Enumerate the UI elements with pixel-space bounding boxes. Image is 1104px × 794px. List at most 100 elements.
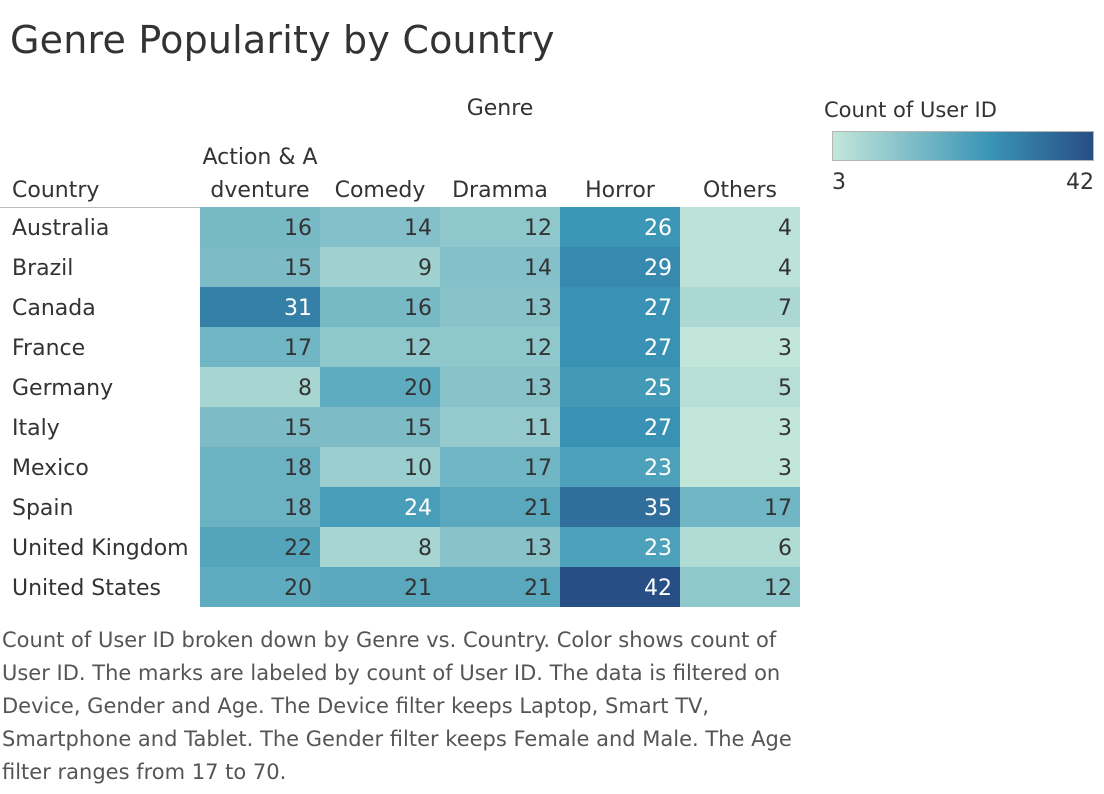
heatmap-cell: [320, 247, 440, 287]
heatmap-cell: [200, 367, 320, 407]
heatmap-cell: [680, 327, 800, 367]
cell-value-label: 18: [284, 496, 312, 521]
heatmap-cell: [560, 287, 680, 327]
heatmap-cell: [200, 567, 320, 607]
column-label: Dramma: [452, 178, 548, 203]
column-header: Genre: [467, 96, 534, 121]
cell-value-label: 23: [644, 456, 672, 481]
heatmap-cell: [200, 287, 320, 327]
cell-value-label: 21: [524, 496, 552, 521]
cell-value-label: 23: [644, 536, 672, 561]
column-label: Horror: [585, 178, 656, 203]
cell-value-label: 8: [418, 536, 432, 561]
heatmap-cell: [320, 407, 440, 447]
heatmap-cell: [680, 207, 800, 247]
cell-value-label: 14: [404, 216, 432, 241]
heatmap-cell: [320, 447, 440, 487]
cell-value-label: 15: [284, 256, 312, 281]
column-label: Comedy: [335, 178, 426, 203]
heatmap-cell: [680, 407, 800, 447]
heatmap-cell: [200, 527, 320, 567]
legend-title: Count of User ID: [824, 98, 997, 122]
heatmap-cell: [440, 407, 560, 447]
cell-value-label: 15: [404, 416, 432, 441]
cell-value-label: 31: [284, 296, 312, 321]
row-label: Australia: [12, 216, 109, 241]
cell-value-label: 3: [778, 336, 792, 361]
cell-value-label: 6: [778, 536, 792, 561]
cell-value-label: 4: [778, 256, 792, 281]
row-label: United States: [12, 576, 161, 601]
heatmap-cell: [560, 527, 680, 567]
heatmap-cell: [320, 487, 440, 527]
column-label: Others: [703, 178, 777, 203]
cell-value-label: 17: [764, 496, 792, 521]
heatmap-cell: [320, 527, 440, 567]
heatmap-cell: [320, 207, 440, 247]
heatmap-cell: [200, 207, 320, 247]
heatmap-cell: [560, 247, 680, 287]
heatmap-cell: [200, 407, 320, 447]
row-label: Mexico: [12, 456, 89, 481]
row-header: Country: [12, 178, 99, 203]
cell-value-label: 35: [644, 496, 672, 521]
heatmap: Genre Country Action & A dventure Comedy Dr…: [0, 96, 800, 607]
cell-value-label: 27: [644, 296, 672, 321]
cell-value-label: 29: [644, 256, 672, 281]
heatmap-cell: [440, 527, 560, 567]
heatmap-cell: [560, 207, 680, 247]
cell-value-label: 16: [284, 216, 312, 241]
heatmap-cell: [320, 567, 440, 607]
row-label: Germany: [12, 376, 113, 401]
cell-value-label: 7: [778, 296, 792, 321]
cell-value-label: 5: [778, 376, 792, 401]
heatmap-cell: [440, 567, 560, 607]
cell-value-label: 20: [284, 576, 312, 601]
cell-value-label: 22: [284, 536, 312, 561]
legend-max-label: 42: [1066, 170, 1094, 195]
heatmap-cell: [200, 327, 320, 367]
cell-value-label: 13: [524, 296, 552, 321]
cell-value-label: 9: [418, 256, 432, 281]
cell-value-label: 12: [404, 336, 432, 361]
cell-value-label: 21: [404, 576, 432, 601]
heatmap-cell: [560, 567, 680, 607]
heatmap-cell: [320, 287, 440, 327]
cell-value-label: 8: [298, 376, 312, 401]
cell-value-label: 3: [778, 456, 792, 481]
heatmap-cell: [320, 327, 440, 367]
cell-value-label: 4: [778, 216, 792, 241]
column-label: dventure: [210, 178, 309, 203]
heatmap-cell: [560, 447, 680, 487]
cell-value-label: 24: [404, 496, 432, 521]
heatmap-cell: [440, 207, 560, 247]
cell-value-label: 17: [284, 336, 312, 361]
heatmap-cell: [560, 407, 680, 447]
chart-caption: Count of User ID broken down by Genre vs…: [2, 628, 792, 784]
cell-value-label: 26: [644, 216, 672, 241]
legend-color-ramp: [832, 131, 1094, 161]
heatmap-cell: [680, 247, 800, 287]
column-label-line1: Action & A: [202, 145, 317, 170]
heatmap-cell: [440, 487, 560, 527]
cell-value-label: 12: [524, 336, 552, 361]
row-label: United Kingdom: [12, 536, 189, 561]
cell-value-label: 21: [524, 576, 552, 601]
heatmap-cell: [440, 447, 560, 487]
cell-value-label: 10: [404, 456, 432, 481]
heatmap-cell: [200, 487, 320, 527]
row-label: France: [12, 336, 85, 361]
cell-value-label: 20: [404, 376, 432, 401]
heatmap-cell: [560, 487, 680, 527]
heatmap-cell: [440, 287, 560, 327]
heatmap-cell: [560, 327, 680, 367]
row-label: Italy: [12, 416, 60, 441]
chart-title: Genre Popularity by Country: [10, 18, 555, 62]
heatmap-cells: 16 14 12 26 415 9 14 29 431 16 13 27 717 12 12 27 38 20 13…: [200, 207, 800, 607]
heatmap-cell: [200, 247, 320, 287]
cell-value-label: 16: [404, 296, 432, 321]
heatmap-cell: [680, 487, 800, 527]
cell-value-label: 3: [778, 416, 792, 441]
cell-value-label: 17: [524, 456, 552, 481]
cell-value-label: 13: [524, 376, 552, 401]
